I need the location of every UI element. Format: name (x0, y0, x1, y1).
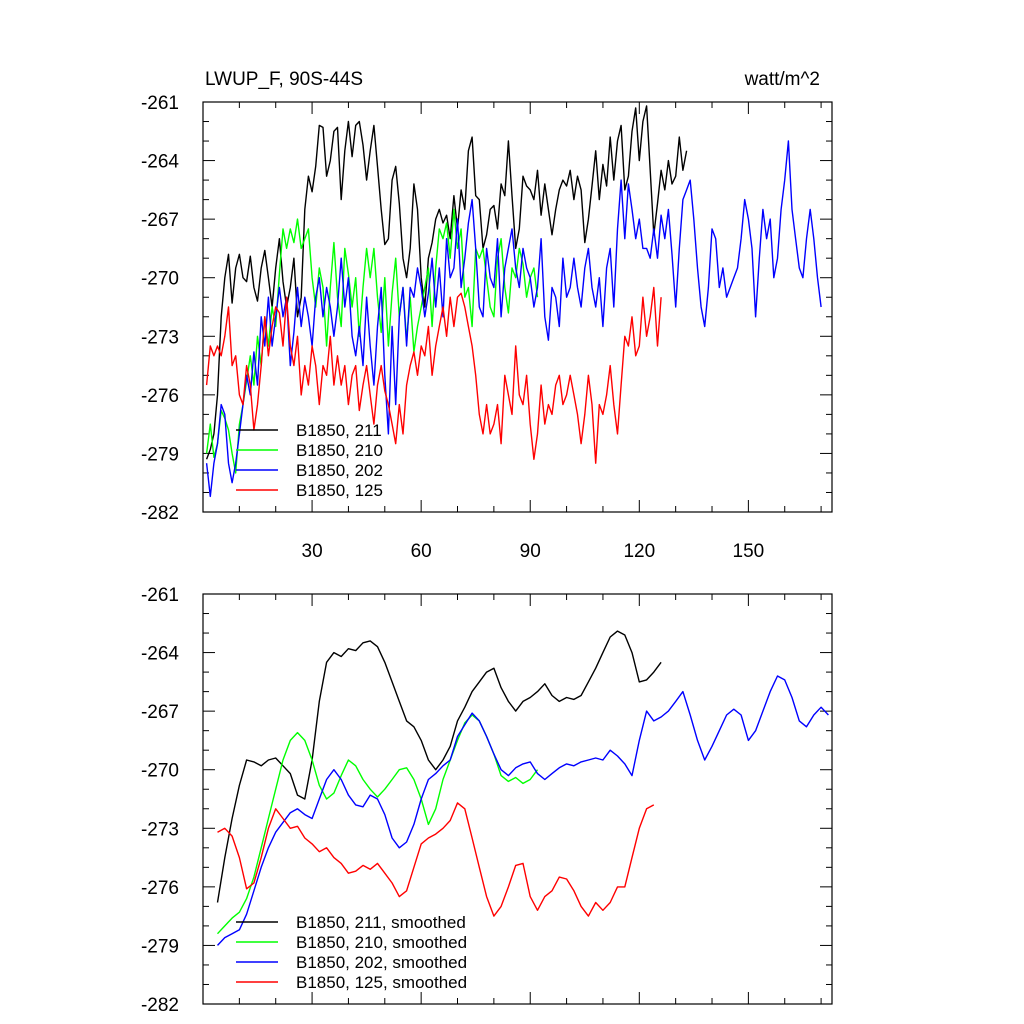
y-tick-label: -276 (141, 878, 179, 899)
series-line-2 (216, 714, 539, 935)
top-chart-panel: -261 -264 -267 -270 -273 -276 -279 -282 30 60 90 12… (141, 93, 833, 562)
legend-label: B1850, 202, smoothed (296, 953, 467, 972)
chart-title: LWUP_F, 90S-44S (205, 69, 363, 90)
y-tick-label: -261 (141, 93, 179, 114)
y-tick-label: -273 (141, 327, 179, 348)
x-tick-label: 150 (733, 541, 765, 562)
x-tick-label: 120 (623, 541, 655, 562)
y-tick-label: -282 (141, 503, 179, 524)
legend-label: B1850, 125, smoothed (296, 973, 467, 992)
y-tick-label: -261 (141, 585, 179, 606)
legend-label: B1850, 211 (296, 421, 382, 440)
plot-frame (202, 593, 833, 1005)
y-tick-label: -282 (141, 995, 179, 1016)
units-label: watt/m^2 (744, 69, 820, 90)
y-tick-label: -267 (141, 702, 179, 723)
y-tick-label: -279 (141, 444, 179, 465)
y-tick-label: -270 (141, 269, 179, 290)
y-tick-label: -264 (141, 644, 179, 665)
legend-label: B1850, 210, smoothed (296, 933, 467, 952)
y-tick-label: -276 (141, 386, 179, 407)
x-tick-label: 60 (411, 541, 432, 562)
plot-frame (202, 101, 833, 513)
bottom-chart-panel: -261 -264 -267 -270 -273 -276 -279 -282 B1850, 2… (141, 585, 833, 1016)
series-line-1 (216, 630, 662, 903)
y-tick-label: -279 (141, 936, 179, 957)
legend-label: B1850, 211, smoothed (296, 913, 466, 932)
series-line-3 (205, 140, 822, 498)
legend-label: B1850, 210 (296, 441, 383, 460)
legend-label: B1850, 202 (296, 461, 383, 480)
y-tick-label: -264 (141, 152, 179, 173)
y-tick-label: -267 (141, 210, 179, 231)
series-line-4 (217, 802, 655, 917)
series-line-4 (205, 286, 662, 464)
x-tick-label: 90 (520, 541, 541, 562)
y-tick-label: -273 (141, 819, 179, 840)
series-line-3 (216, 675, 829, 946)
y-tick-label: -270 (141, 761, 179, 782)
x-tick-label: 30 (302, 541, 323, 562)
legend-label: B1850, 125 (296, 481, 383, 500)
